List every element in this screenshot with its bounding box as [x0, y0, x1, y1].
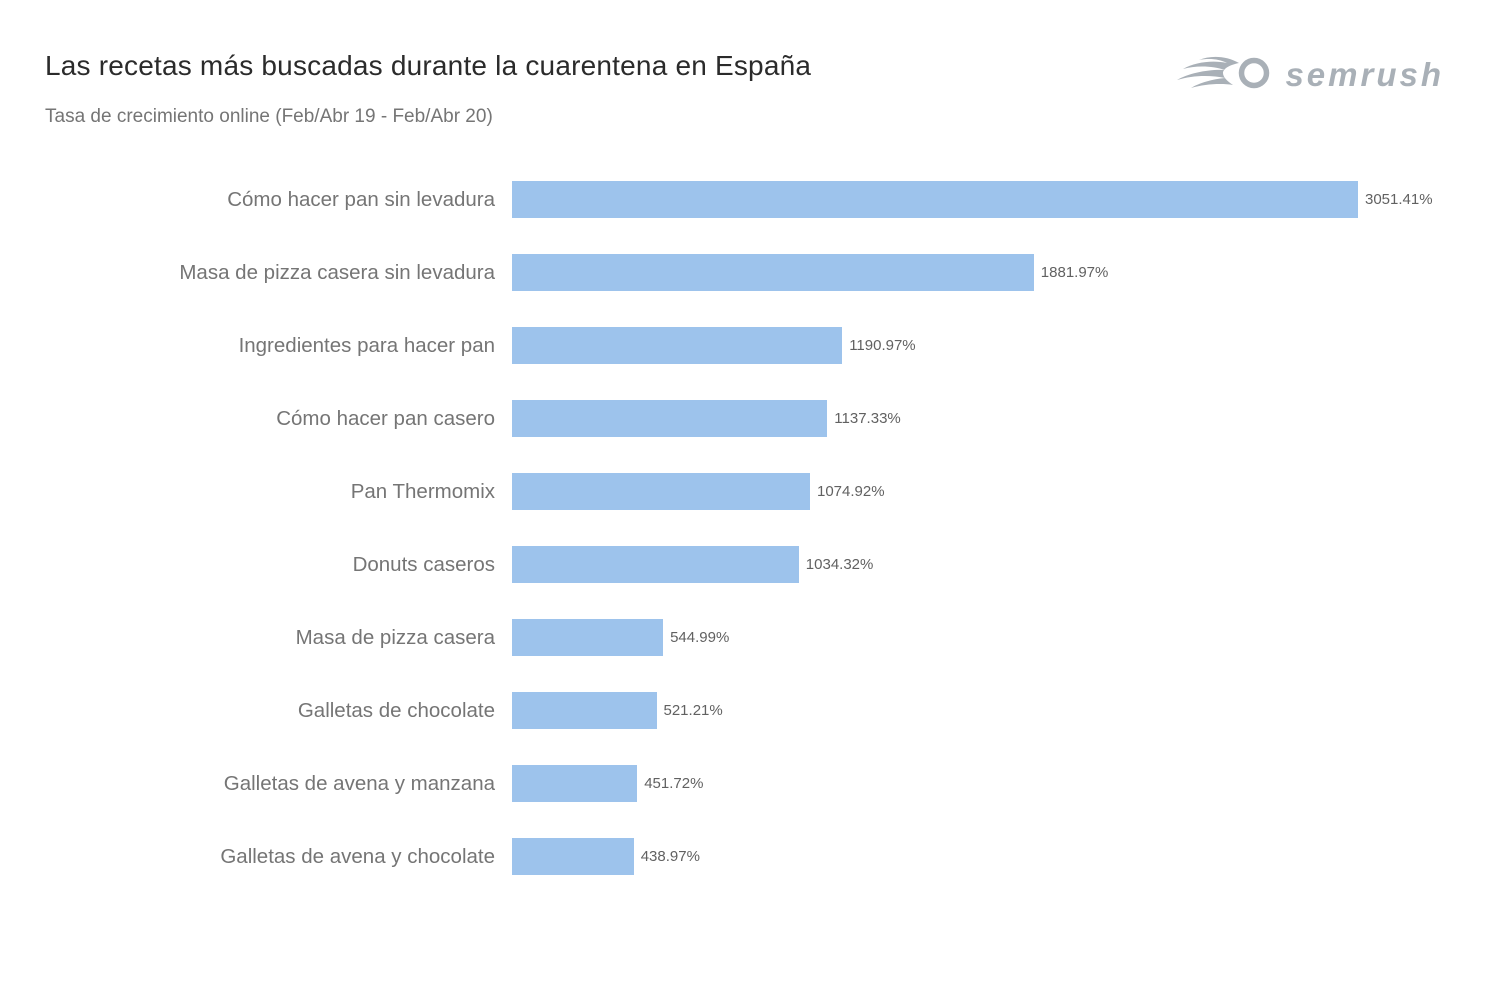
bar-track: 1881.97%	[512, 236, 1451, 309]
bar-label: Ingredientes para hacer pan	[238, 333, 495, 357]
bar-track: 451.72%	[512, 747, 1451, 820]
bar	[512, 692, 657, 729]
bar-track: 544.99%	[512, 601, 1451, 674]
bar-label: Galletas de avena y manzana	[223, 771, 495, 795]
bar-label: Cómo hacer pan casero	[276, 406, 495, 430]
bar	[512, 546, 799, 583]
bar	[512, 619, 664, 656]
chart-row: Cómo hacer pan sin levadura 3051.41%	[45, 163, 1451, 236]
chart-row: Ingredientes para hacer pan 1190.97%	[45, 309, 1451, 382]
bar-track: 521.21%	[512, 674, 1451, 747]
chart-row: Donuts caseros 1034.32%	[45, 528, 1451, 601]
bar	[512, 473, 810, 510]
semrush-logo: semrush	[1175, 54, 1444, 94]
bar-track: 3051.41%	[512, 163, 1451, 236]
bar	[512, 254, 1034, 291]
bar-value: 1190.97%	[849, 337, 916, 354]
page-title: Las recetas más buscadas durante la cuar…	[45, 50, 812, 81]
chart-row: Masa de pizza casera 544.99%	[45, 601, 1451, 674]
bar-track: 1074.92%	[512, 455, 1451, 528]
chart-row: Galletas de avena y manzana 451.72%	[45, 747, 1451, 820]
bar-label: Masa de pizza casera sin levadura	[179, 260, 495, 284]
bar	[512, 765, 638, 802]
page-subtitle: Tasa de crecimiento online (Feb/Abr 19 -…	[45, 106, 493, 127]
chart-row: Galletas de avena y chocolate 438.97%	[45, 820, 1451, 893]
bar-value: 1881.97%	[1040, 264, 1109, 281]
bar-value: 1074.92%	[817, 483, 885, 500]
bar-value: 1137.33%	[834, 410, 901, 427]
bar-value: 451.72%	[644, 775, 704, 792]
chart-row: Pan Thermomix 1074.92%	[45, 455, 1451, 528]
bar-track: 1190.97%	[512, 309, 1451, 382]
bar-track: 438.97%	[512, 820, 1451, 893]
bar-value: 544.99%	[670, 629, 730, 646]
bar-value: 1034.32%	[805, 556, 874, 573]
bar-label: Masa de pizza casera	[295, 625, 495, 649]
bar-track: 1137.33%	[512, 382, 1451, 455]
bar-value: 438.97%	[640, 848, 700, 865]
bar	[512, 181, 1358, 218]
bar-label: Cómo hacer pan sin levadura	[227, 187, 495, 211]
bar-label: Galletas de chocolate	[297, 698, 495, 722]
bar-label: Donuts caseros	[352, 552, 495, 576]
chart-row: Masa de pizza casera sin levadura 1881.9…	[45, 236, 1451, 309]
bar	[512, 400, 828, 437]
bar-value: 521.21%	[663, 702, 723, 719]
chart-row: Cómo hacer pan casero 1137.33%	[45, 382, 1451, 455]
bar-track: 1034.32%	[512, 528, 1451, 601]
semrush-flame-icon	[1175, 54, 1275, 94]
bar	[512, 327, 843, 364]
header: Las recetas más buscadas durante la cuar…	[45, 50, 1446, 128]
bar-chart: Cómo hacer pan sin levadura 3051.41% Mas…	[45, 163, 1451, 893]
bar-label: Pan Thermomix	[350, 479, 495, 503]
bar-label: Galletas de avena y chocolate	[220, 844, 495, 868]
bar-value: 3051.41%	[1365, 191, 1433, 208]
semrush-wordmark: semrush	[1285, 55, 1444, 93]
chart-row: Galletas de chocolate 521.21%	[45, 674, 1451, 747]
bar	[512, 838, 634, 875]
